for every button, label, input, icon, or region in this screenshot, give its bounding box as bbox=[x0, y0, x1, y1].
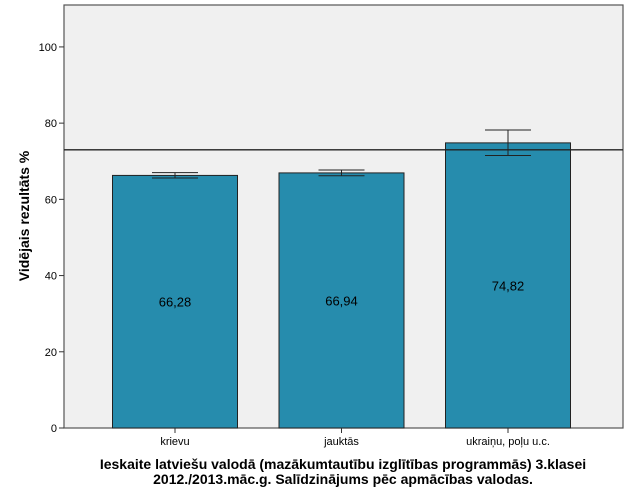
y-tick-label: 40 bbox=[45, 271, 57, 283]
x-tick-label: jauktās bbox=[323, 436, 359, 448]
bars: 66,28 krievu 66,94 jauktās 74,82 ukraiņu, poļ… bbox=[112, 129, 571, 448]
x-axis-title-line-2: 2012./2013.māc.g. Salīdzinājums pēc apmā… bbox=[153, 471, 533, 487]
y-tick-label: 80 bbox=[45, 118, 57, 130]
x-tick-label: krievu bbox=[160, 436, 189, 448]
data-label: 66,94 bbox=[325, 293, 358, 308]
bar-2 bbox=[445, 142, 571, 429]
data-label: 74,82 bbox=[492, 278, 525, 293]
y-tick-label: 20 bbox=[45, 347, 57, 359]
y-tick-label: 100 bbox=[39, 42, 57, 54]
bar-0 bbox=[112, 174, 238, 429]
y-axis-label: Vidējais rezultāts % bbox=[16, 150, 32, 281]
y-tick-label: 60 bbox=[45, 194, 57, 206]
y-tick-label: 0 bbox=[51, 423, 57, 435]
data-label: 66,28 bbox=[159, 295, 192, 310]
x-tick-label: ukraiņu, poļu u.c. bbox=[466, 436, 550, 448]
x-axis-title-line-1: Ieskaite latviešu valodā (mazākumtautību… bbox=[100, 456, 586, 472]
y-axis: 0 20 40 60 80 100 bbox=[39, 42, 64, 435]
